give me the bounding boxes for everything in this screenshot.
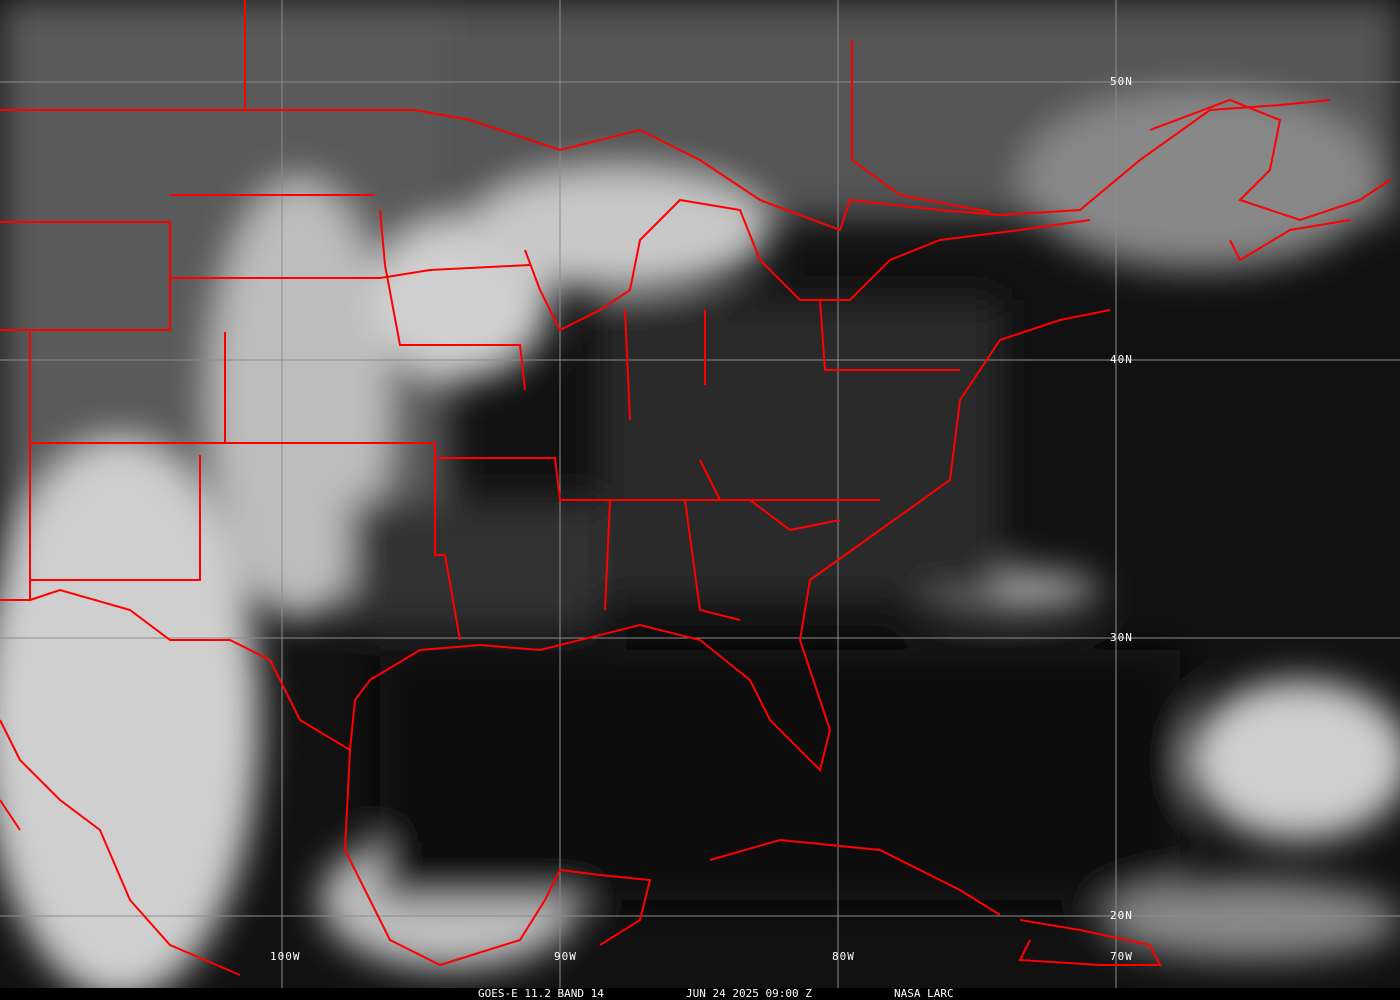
lon-label-70w: 70W [1110, 950, 1133, 963]
lon-label-100w: 100W [270, 950, 301, 963]
image-caption: GOES-E 11.2 BAND 14 JUN 24 2025 09:00 Z … [0, 988, 1400, 1000]
lat-label-20n: 20N [1110, 909, 1133, 922]
lon-label-90w: 90W [554, 950, 577, 963]
credit-label: NASA LARC [894, 987, 954, 1000]
datetime-label: JUN 24 2025 09:00 Z [686, 987, 812, 1000]
political-boundaries [0, 0, 1391, 976]
lat-label-50n: 50N [1110, 75, 1133, 88]
product-label: GOES-E 11.2 BAND 14 [478, 987, 604, 1000]
lat-label-30n: 30N [1110, 631, 1133, 644]
lon-label-80w: 80W [832, 950, 855, 963]
lat-label-40n: 40N [1110, 353, 1133, 366]
